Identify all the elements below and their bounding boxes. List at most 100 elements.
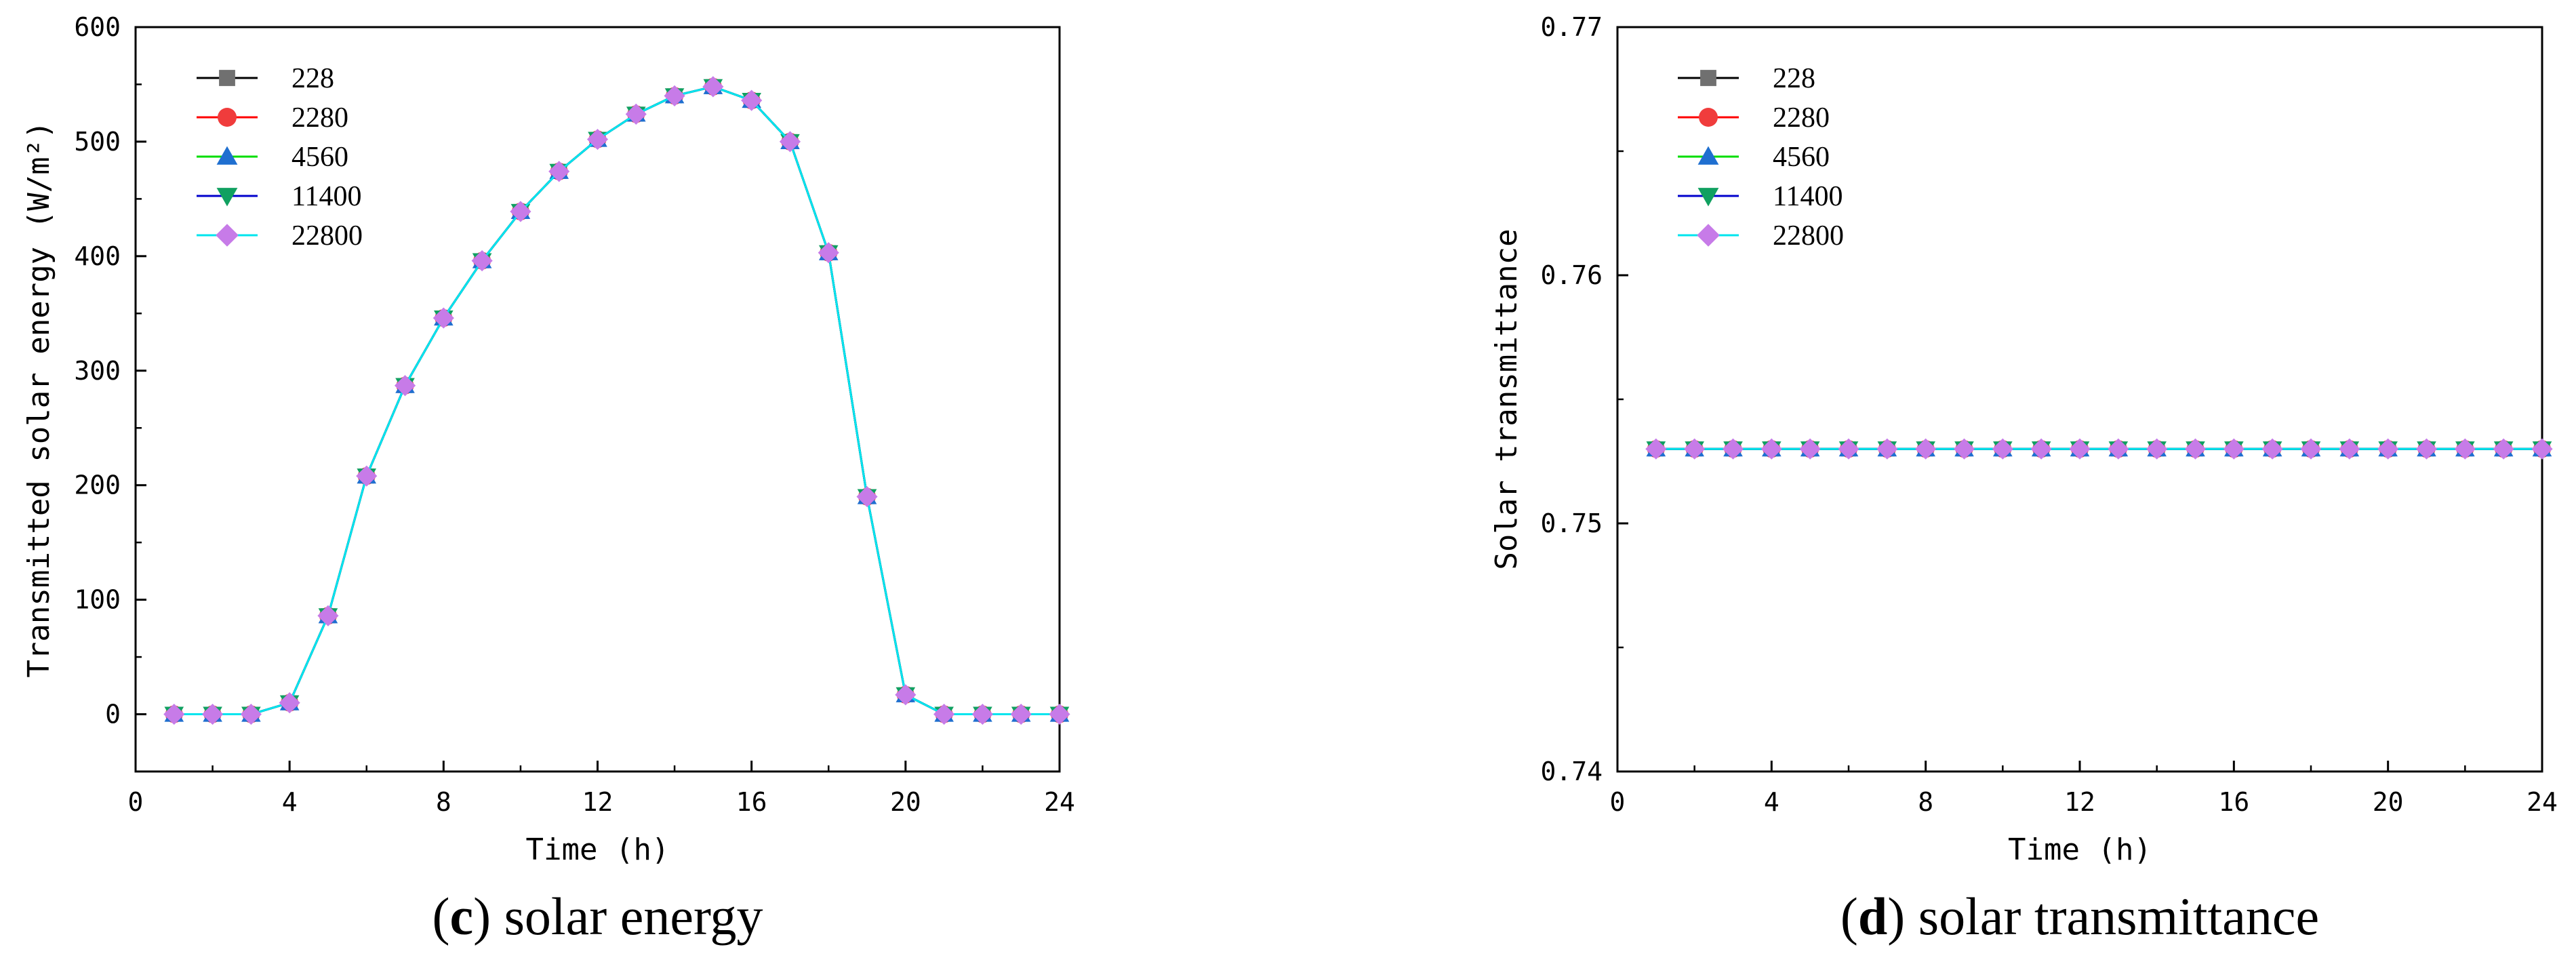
legend: 228 2280 4560 11400 22800 [197,63,363,252]
legend-marker [216,224,239,247]
legend-marker [216,188,238,207]
x-tick-label: 8 [436,787,451,817]
y-tick-label: 400 [74,241,121,271]
y-tick-label: 0.76 [1540,260,1603,290]
y-tick-label: 0.74 [1540,757,1603,786]
legend-marker [1697,146,1719,165]
data-point-22800 [510,201,531,222]
y-tick-label: 100 [74,585,121,615]
legend-marker [216,146,238,165]
data-point-22800 [548,161,570,182]
legend-marker [1697,224,1720,247]
data-point-22800 [317,605,339,626]
data-point-22800 [2339,438,2360,460]
legend-marker [1697,188,1719,207]
data-point-22800 [702,76,724,98]
y-tick-label: 300 [74,356,121,386]
y-tick-label: 600 [74,12,121,42]
y-tick-label: 0.77 [1540,12,1603,42]
data-point-22800 [971,703,994,725]
data-point-22800 [2531,438,2553,460]
data-point-22800 [1010,703,1032,725]
data-point-22800 [741,89,763,111]
legend-label: 11400 [1773,181,1843,212]
x-tick-label: 20 [890,787,921,817]
data-point-22800 [201,703,224,725]
x-tick-label: 0 [1610,787,1626,817]
x-tick-label: 16 [736,787,767,817]
y-tick-label: 200 [74,470,121,500]
data-point-22800 [1760,438,1782,460]
data-point-22800 [1992,438,2013,460]
panel-caption: (d) solar transmittance [1840,887,2319,946]
panel-letter: d [1858,887,1887,946]
data-point-22800 [1915,438,1937,460]
x-tick-label: 0 [128,787,144,817]
data-point-22800 [356,465,378,487]
data-point-22800 [856,485,878,508]
data-point-22800 [1684,438,1706,460]
data-point-22800 [471,250,493,272]
data-point-22800 [1876,438,1898,460]
x-axis-label: Time (h) [526,833,670,867]
data-point-22800 [1799,438,1821,460]
legend-label: 22800 [291,220,363,252]
legend-label: 11400 [291,181,361,212]
data-point-22800 [2300,438,2322,460]
data-point-22800 [2184,438,2207,460]
x-axis-label: Time (h) [2008,833,2152,867]
data-point-22800 [2454,438,2476,460]
x-tick-label: 12 [2064,787,2095,817]
data-point-22800 [779,131,801,153]
data-point-22800 [163,703,185,725]
y-tick-label: 0.75 [1540,508,1603,538]
data-point-22800 [432,307,454,329]
data-point-22800 [933,703,955,725]
data-point-22800 [394,375,416,397]
y-axis-label: Solar transmittance [1489,228,1524,569]
y-axis-label: Transmitted solar energy (W/m²) [22,121,56,677]
legend-label: 228 [291,63,334,94]
legend-marker [1699,108,1718,127]
data-point-22800 [2377,438,2399,460]
data-point-22800 [279,692,300,714]
data-point-22800 [2415,438,2438,460]
data-point-22800 [2493,438,2514,460]
legend-marker [1700,70,1716,86]
data-point-22800 [818,242,839,264]
panel-caption-text: solar transmittance [1918,887,2319,946]
panel-caption: (c) solar energy [432,887,763,946]
data-point-22800 [1049,703,1070,725]
data-point-22800 [1838,438,1859,460]
legend-label: 2280 [1773,102,1830,134]
plot-frame [1616,26,2543,773]
data-point-22800 [2069,438,2091,460]
legend-label: 22800 [1773,220,1844,252]
panel-letter: c [449,887,473,946]
legend-label: 2280 [291,102,348,134]
legend-marker [219,70,235,86]
data-point-22800 [2030,438,2052,460]
x-tick-label: 4 [1764,787,1779,817]
data-point-22800 [586,128,609,151]
chart-panel-c: 0 4 8 12 16 20 24 0 100 200 300 400 500 600 Time (h) Tr… [22,12,1075,946]
data-point-22800 [2108,438,2129,460]
panel-caption-text: solar energy [504,887,763,946]
data-point-22800 [625,103,647,125]
data-point-22800 [2223,438,2245,460]
x-tick-label: 8 [1918,787,1933,817]
legend-label: 4560 [1773,142,1830,173]
y-tick-label: 500 [74,127,121,157]
data-point-22800 [895,684,917,706]
data-point-22800 [240,703,262,725]
x-tick-label: 24 [2527,787,2558,817]
data-point-22800 [1953,438,1975,460]
data-point-22800 [2146,438,2168,460]
data-point-22800 [1722,438,1744,460]
data-point-22800 [1645,438,1667,460]
legend: 228 2280 4560 11400 22800 [1678,63,1844,252]
chart-panel-d: 0 4 8 12 16 20 24 0.74 0.75 0.76 0.77 Time (h) Solar… [1489,12,2558,946]
legend-label: 4560 [291,142,348,173]
x-tick-label: 16 [2218,787,2249,817]
